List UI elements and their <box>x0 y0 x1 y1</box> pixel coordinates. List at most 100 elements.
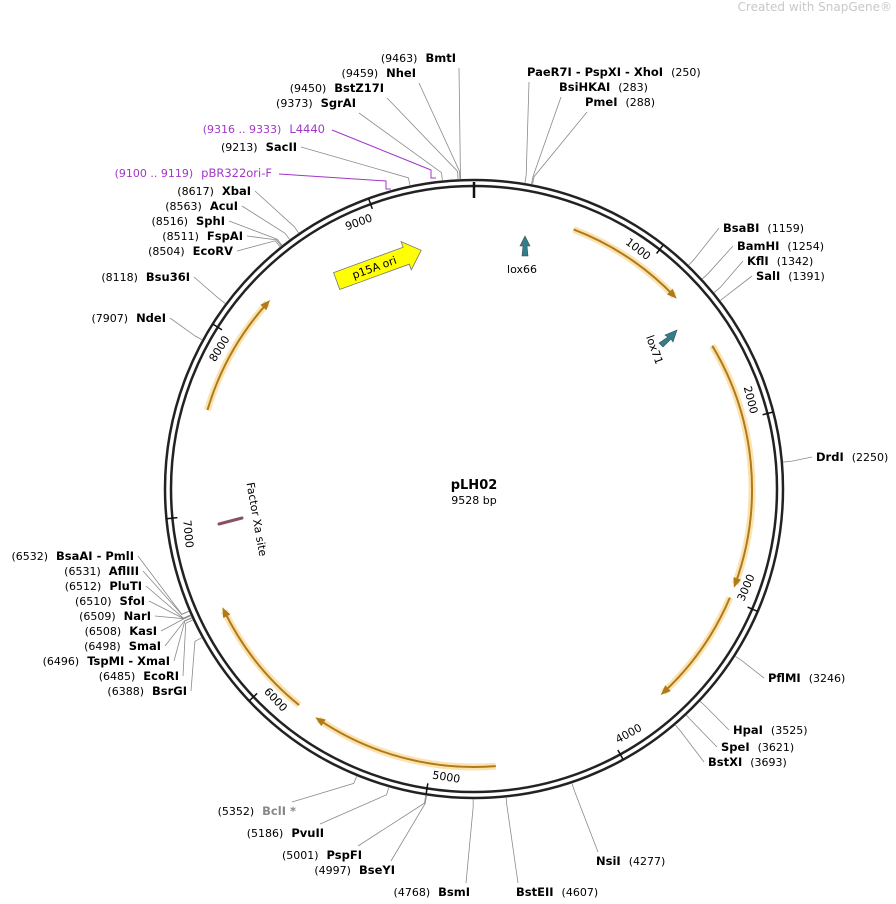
enzyme-label: BstEII (4607) <box>516 885 598 899</box>
plasmid-name: pLH02 <box>451 478 498 493</box>
enzyme-label: (8563) AcuI <box>165 199 238 213</box>
enzyme-position: (6510) <box>75 595 112 608</box>
enzyme-line <box>713 260 744 293</box>
enzyme-line <box>358 112 443 181</box>
enzyme-line <box>685 714 718 748</box>
enzyme-position: (6531) <box>64 565 101 578</box>
enzyme-position: (6532) <box>11 550 48 563</box>
enzyme-label: (6498) SmaI <box>84 639 161 653</box>
enzyme-line <box>701 245 734 280</box>
enzyme-name: Bsu36I <box>146 270 190 284</box>
enzyme-line <box>674 724 705 763</box>
enzyme-name: FspAI <box>207 229 243 243</box>
enzyme-label: BamHI (1254) <box>737 239 824 253</box>
enzyme-line <box>571 783 599 853</box>
enzyme-line <box>458 67 462 180</box>
enzyme-line <box>532 111 588 185</box>
enzyme-name: KasI <box>129 624 157 638</box>
enzyme-line <box>319 786 390 825</box>
enzyme-position: (5001) <box>282 849 319 862</box>
enzyme-label: (9373) SgrAI <box>276 96 356 110</box>
enzyme-position: (283) <box>618 81 648 94</box>
enzyme-position: (5186) <box>247 827 284 840</box>
enzyme-position: (4997) <box>314 864 351 877</box>
cds-arc <box>662 597 731 694</box>
enzyme-name: BsiHKAI <box>559 80 610 94</box>
enzyme-name: BstXI <box>708 755 742 769</box>
cds-arc <box>206 302 269 411</box>
primer-line <box>278 173 391 190</box>
enzyme-name: BsaAI - PmlI <box>56 549 134 563</box>
enzyme-name: XbaI <box>222 184 251 198</box>
primer-label: (9100 .. 9119) pBR322ori-F <box>115 166 272 180</box>
enzyme-name: PspFI <box>327 848 362 862</box>
enzyme-position: (5352) <box>218 805 255 818</box>
enzyme-position: (2250) <box>852 451 889 464</box>
enzyme-position: (4768) <box>394 886 431 899</box>
enzyme-name: BamHI <box>737 239 779 253</box>
enzyme-label: (6532) BsaAI - PmlI <box>11 549 134 563</box>
enzyme-position: (6509) <box>79 610 116 623</box>
enzyme-line <box>193 276 226 304</box>
tick-mark <box>762 411 774 416</box>
enzyme-line <box>386 97 459 180</box>
enzyme-position: (8511) <box>162 230 199 243</box>
enzyme-name: NdeI <box>136 311 166 325</box>
enzyme-name: SphI <box>196 214 225 228</box>
enzyme-name: BstEII <box>516 885 554 899</box>
enzyme-position: (1159) <box>767 222 804 235</box>
enzyme-name: PflMI <box>768 671 801 685</box>
enzyme-label: (6509) NarI <box>79 609 151 623</box>
enzyme-line <box>531 96 562 185</box>
enzyme-name: DrdI <box>816 450 844 464</box>
enzyme-name: PvuII <box>291 826 324 840</box>
backbone-outer <box>163 178 785 800</box>
cds-arc <box>573 228 675 297</box>
enzyme-label: (8516) SphI <box>151 214 225 228</box>
enzyme-label: PaeR7I - PspXI - XhoI (250) <box>527 65 701 79</box>
enzyme-name: SpeI <box>721 740 750 754</box>
enzyme-name: BsmI <box>438 885 470 899</box>
watermark: Created with SnapGene® <box>738 0 892 14</box>
enzyme-position: (9373) <box>276 97 313 110</box>
enzyme-line <box>465 798 474 884</box>
enzyme-label: (8511) FspAI <box>162 229 243 243</box>
enzyme-position: (9463) <box>381 52 418 65</box>
enzyme-label: PflMI (3246) <box>768 671 845 685</box>
enzyme-position: (9450) <box>290 82 327 95</box>
enzyme-line <box>505 797 519 884</box>
enzyme-position: (8516) <box>151 215 188 228</box>
tick-mark <box>166 516 178 520</box>
enzyme-label: NsiI (4277) <box>596 854 665 868</box>
enzyme-label: (5001) PspFI <box>282 848 362 862</box>
enzyme-name: BsrGI <box>152 684 187 698</box>
primer-range: (9316 .. 9333) <box>203 123 282 136</box>
enzyme-line <box>173 617 193 662</box>
enzyme-line <box>246 235 282 247</box>
enzyme-name: BmtI <box>425 51 456 65</box>
enzyme-name: BsaBI <box>723 221 759 235</box>
enzyme-label: KflI (1342) <box>747 254 813 268</box>
lox71-mark <box>658 329 678 348</box>
enzyme-label: BsiHKAI (283) <box>559 80 648 94</box>
plasmid-size: 9528 bp <box>451 494 496 507</box>
enzyme-position: (1342) <box>777 255 814 268</box>
enzyme-label: (6508) KasI <box>85 624 157 638</box>
enzyme-position: (8504) <box>148 245 185 258</box>
enzyme-line <box>699 700 730 731</box>
enzyme-line <box>182 619 194 677</box>
enzyme-label: (8118) Bsu36I <box>101 270 190 284</box>
tick-mark <box>212 323 223 331</box>
enzyme-line <box>300 146 411 186</box>
primer-range: (9100 .. 9119) <box>115 167 194 180</box>
enzyme-position: (3525) <box>771 724 808 737</box>
enzyme-line <box>228 220 283 246</box>
enzyme-position: (250) <box>671 66 701 79</box>
enzyme-name: PmeI <box>585 95 618 109</box>
enzyme-label: (5186) PvuII <box>247 826 324 840</box>
cds-head <box>666 288 677 299</box>
enzyme-label: (6388) BsrGI <box>107 684 187 698</box>
enzyme-label: DrdI (2250) <box>816 450 888 464</box>
enzyme-name: SgrAI <box>321 96 356 110</box>
tick-label: 7000 <box>180 519 196 548</box>
